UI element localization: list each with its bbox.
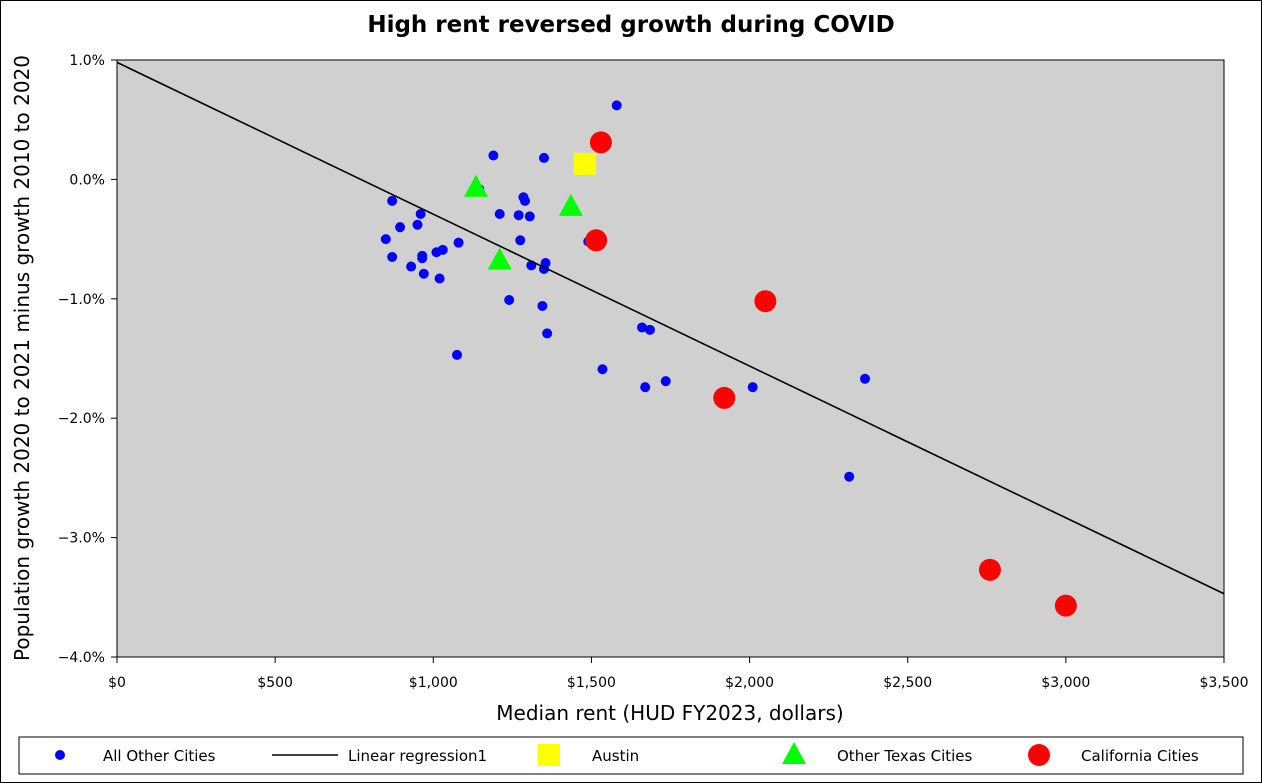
data-point-all-other-cities bbox=[660, 376, 671, 387]
legend-box bbox=[18, 736, 1244, 775]
data-point-all-other-cities bbox=[520, 195, 531, 206]
regression-line-group bbox=[116, 61, 1225, 595]
y-tick-label: −3.0% bbox=[58, 531, 105, 547]
data-point-all-other-cities bbox=[644, 324, 655, 335]
x-tick-label: $3,000 bbox=[1041, 675, 1090, 691]
data-point-all-other-cities bbox=[513, 210, 524, 221]
y-tick-label: 1.0% bbox=[69, 53, 105, 69]
data-point-all-other-cities bbox=[611, 100, 622, 111]
legend-marker-other-texas-cities bbox=[782, 742, 806, 764]
legend-label-california-cities: California Cities bbox=[1081, 747, 1199, 765]
data-point-other-texas-cities bbox=[463, 174, 488, 197]
x-axis-label: Median rent (HUD FY2023, dollars) bbox=[496, 701, 843, 725]
legend-label-linear-regression1: Linear regression1 bbox=[348, 747, 487, 765]
data-point-all-other-cities bbox=[418, 268, 429, 279]
data-point-all-other-cities bbox=[415, 209, 426, 220]
y-tick-label: −1.0% bbox=[58, 292, 105, 308]
data-point-all-other-cities bbox=[515, 235, 526, 246]
data-point-all-other-cities bbox=[412, 219, 423, 230]
data-point-all-other-cities bbox=[452, 349, 463, 360]
y-tick-label: 0.0% bbox=[69, 172, 105, 188]
data-point-all-other-cities bbox=[387, 195, 398, 206]
data-point-all-other-cities bbox=[453, 237, 464, 248]
legend-marker-california-cities bbox=[1028, 744, 1050, 766]
data-point-all-other-cities bbox=[387, 252, 398, 263]
data-points bbox=[380, 100, 1077, 617]
y-tick-label: −2.0% bbox=[58, 411, 105, 427]
y-axis-label: Population growth 2020 to 2021 minus gro… bbox=[10, 55, 34, 661]
legend-label-austin: Austin bbox=[592, 747, 639, 765]
data-point-all-other-cities bbox=[395, 222, 406, 233]
data-point-all-other-cities bbox=[434, 273, 445, 284]
data-point-all-other-cities bbox=[380, 234, 391, 245]
data-point-california-cities bbox=[754, 290, 777, 313]
legend-marker-all-other-cities bbox=[55, 750, 65, 760]
data-point-california-cities bbox=[1054, 594, 1077, 617]
data-point-all-other-cities bbox=[538, 152, 549, 163]
data-point-all-other-cities bbox=[637, 322, 648, 333]
legend-label-other-texas-cities: Other Texas Cities bbox=[837, 747, 973, 765]
x-axis: $0 $500 $1,000 $1,500 $2,000 $2,500 $3,000 $3,5… bbox=[108, 657, 1249, 691]
legend-label-all-other-cities: All Other Cities bbox=[103, 747, 216, 765]
data-point-other-texas-cities bbox=[558, 193, 583, 216]
plot-area bbox=[116, 59, 1225, 658]
data-point-all-other-cities bbox=[488, 150, 499, 161]
x-tick-label: $3,500 bbox=[1200, 675, 1249, 691]
y-tick-label: −4.0% bbox=[58, 650, 105, 666]
x-tick-label: $0 bbox=[108, 675, 126, 691]
data-point-all-other-cities bbox=[524, 211, 535, 222]
data-point-all-other-cities bbox=[597, 364, 608, 375]
x-tick-label: $1,000 bbox=[409, 675, 458, 691]
chart-title: High rent reversed growth during COVID bbox=[367, 12, 894, 38]
data-point-all-other-cities bbox=[494, 209, 505, 220]
data-point-california-cities bbox=[589, 131, 612, 154]
data-point-all-other-cities bbox=[406, 261, 417, 272]
data-point-all-other-cities bbox=[542, 328, 553, 339]
data-point-all-other-cities bbox=[537, 300, 548, 311]
x-tick-label: $2,500 bbox=[883, 675, 932, 691]
x-tick-label: $500 bbox=[257, 675, 293, 691]
data-point-california-cities bbox=[713, 386, 736, 409]
data-point-all-other-cities bbox=[747, 382, 758, 393]
data-point-all-other-cities bbox=[431, 247, 442, 258]
x-tick-label: $2,000 bbox=[725, 675, 774, 691]
data-point-california-cities bbox=[585, 229, 608, 252]
data-point-austin bbox=[574, 152, 597, 175]
data-point-all-other-cities bbox=[844, 471, 855, 482]
legend-marker-austin bbox=[538, 744, 560, 766]
data-point-california-cities bbox=[978, 558, 1001, 581]
data-point-all-other-cities bbox=[504, 294, 515, 305]
data-point-all-other-cities bbox=[640, 382, 651, 393]
x-tick-label: $1,500 bbox=[567, 675, 616, 691]
regression-line bbox=[116, 61, 1225, 595]
legend: All Other Cities Linear regression1 Austin… bbox=[55, 742, 1199, 766]
data-point-all-other-cities bbox=[417, 253, 428, 264]
data-point-other-texas-cities bbox=[487, 247, 512, 270]
y-axis: 1.0% 0.0% −1.0% −2.0% −3.0% −4.0% bbox=[58, 53, 117, 666]
data-point-all-other-cities bbox=[860, 373, 871, 384]
